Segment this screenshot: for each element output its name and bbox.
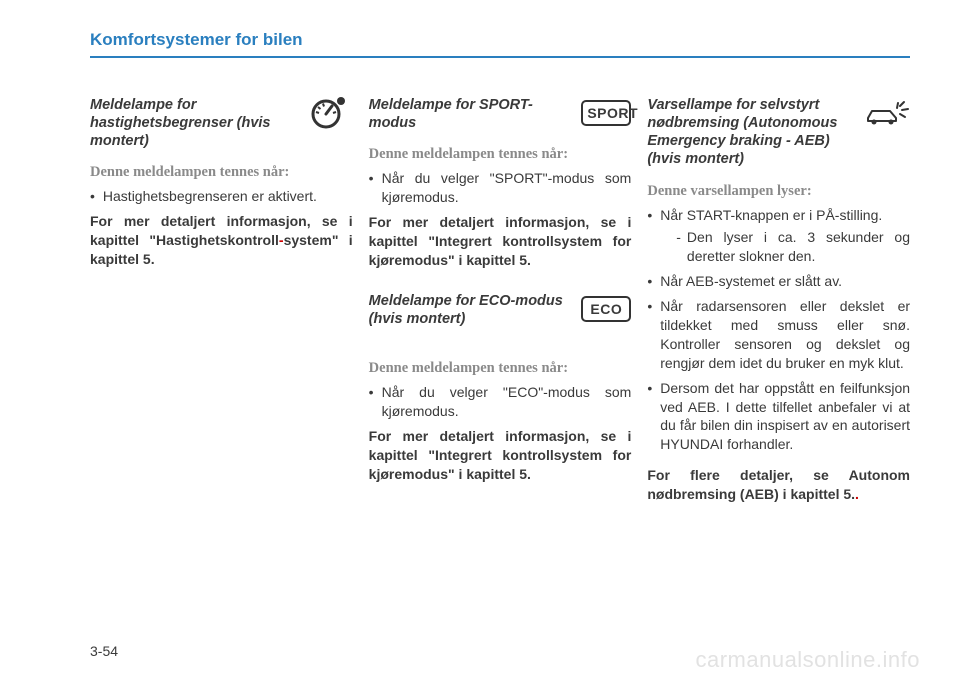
list-item: Når du velger "SPORT"-modus som kjøremod… <box>369 169 632 207</box>
speed-title: Meldelampe for hastighetsbegrenser (hvis… <box>90 96 295 150</box>
sport-note: For mer detaljert informasjon, se i kapi… <box>369 213 632 270</box>
section-eco: Meldelampe for ECO-modus (hvis montert) … <box>369 292 632 484</box>
speed-sub: Denne meldelampen tennes når: <box>90 164 353 181</box>
speedometer-icon <box>303 96 353 130</box>
column-1: Meldelampe for hastighetsbegrenser (hvis… <box>90 96 353 526</box>
section-speed-limiter: Meldelampe for hastighetsbegrenser (hvis… <box>90 96 353 269</box>
page-number: 3-54 <box>90 643 118 659</box>
column-2: Meldelampe for SPORT-modus SPORT Denne m… <box>369 96 632 526</box>
eco-note: For mer detaljert informasjon, se i kapi… <box>369 427 632 484</box>
eco-title: Meldelampe for ECO-modus (hvis montert) <box>369 292 574 328</box>
sport-badge-icon: SPORT <box>581 96 631 130</box>
column-3: Varsellampe for selvstyrt nødbremsing (A… <box>647 96 910 526</box>
list-item: Når radarsensoren eller dekslet er tilde… <box>647 297 910 373</box>
section-sport: Meldelampe for SPORT-modus SPORT Denne m… <box>369 96 632 270</box>
aeb-note: For flere detaljer, se Autonom nødbremsi… <box>647 466 910 504</box>
header-rule <box>90 56 910 58</box>
list-item: Når du velger "ECO"-modus som kjøremodus… <box>369 383 632 421</box>
sport-sub: Denne meldelampen tennes når: <box>369 146 632 163</box>
header-title: Komfortsystemer for bilen <box>90 30 303 50</box>
content-columns: Meldelampe for hastighetsbegrenser (hvis… <box>90 96 910 526</box>
aeb-collision-icon <box>860 96 910 130</box>
aeb-title: Varsellampe for selvstyrt nødbremsing (A… <box>647 96 852 169</box>
watermark: carmanualsonline.info <box>695 647 920 673</box>
eco-sub: Denne meldelampen tennes når: <box>369 360 632 377</box>
list-sub-item: Den lyser i ca. 3 sekunder og deretter s… <box>676 228 910 266</box>
section-aeb: Varsellampe for selvstyrt nødbremsing (A… <box>647 96 910 504</box>
aeb-sub: Denne varsellampen lyser: <box>647 183 910 200</box>
list-item: Dersom det har oppstått en feilfunksjon … <box>647 379 910 455</box>
list-item: Hastighetsbegrenseren er aktivert. <box>90 187 353 206</box>
list-item: Når START-knappen er i PÅ-stilling. Den … <box>647 206 910 267</box>
eco-badge-icon: ECO <box>581 292 631 326</box>
sport-title: Meldelampe for SPORT-modus <box>369 96 574 132</box>
page-header: Komfortsystemer for bilen <box>90 30 910 50</box>
speed-note: For mer detaljert informasjon, se i kapi… <box>90 212 353 269</box>
list-item: Når AEB-systemet er slått av. <box>647 272 910 291</box>
